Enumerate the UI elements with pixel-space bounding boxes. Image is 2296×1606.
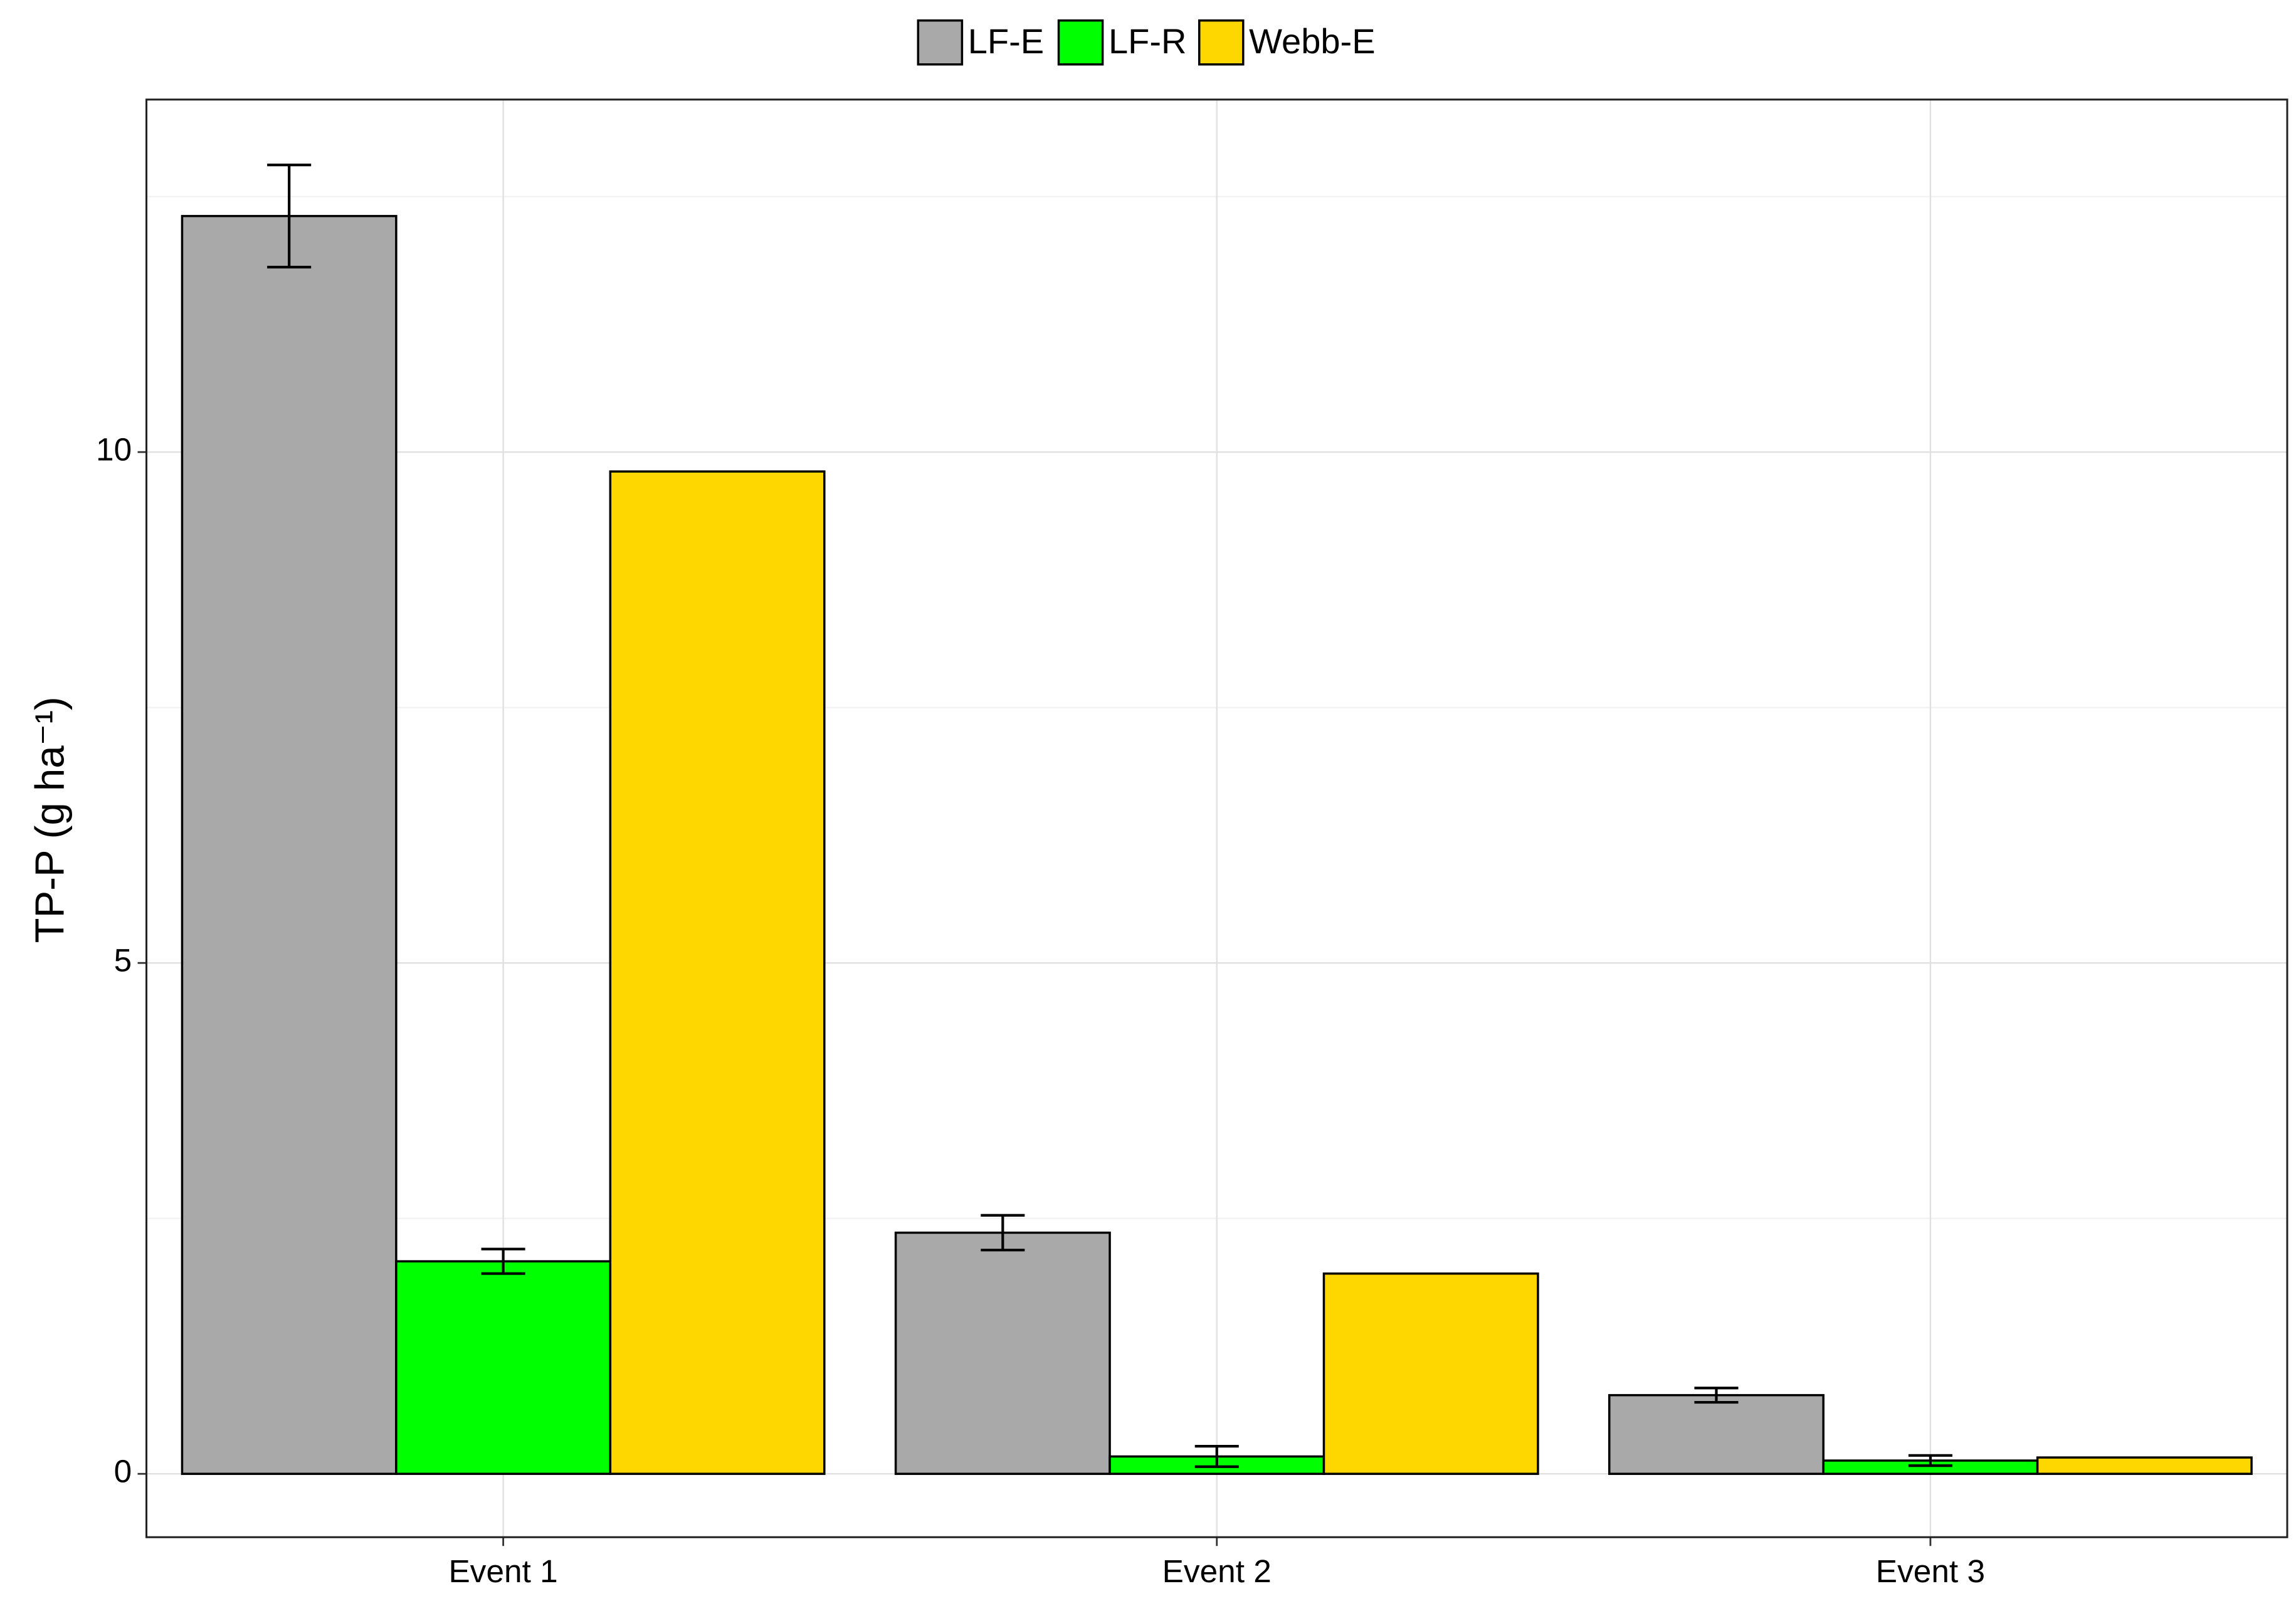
error-bar: [1194, 1445, 1239, 1468]
error-bar: [481, 1247, 525, 1275]
legend-swatch: [1198, 19, 1245, 66]
legend-label: LF-E: [968, 21, 1044, 61]
error-bar: [981, 1214, 1025, 1252]
error-bar: [1908, 1454, 1952, 1467]
bar: [2036, 1456, 2253, 1475]
error-bar: [1694, 1387, 1739, 1404]
bar: [894, 1231, 1111, 1475]
error-bar: [267, 164, 312, 269]
x-tick-label: Event 1: [449, 1553, 558, 1589]
y-tick-label: 0: [114, 1453, 132, 1489]
x-tick-label: Event 2: [1162, 1553, 1272, 1589]
legend-swatch: [917, 19, 964, 66]
y-tick-label: 10: [96, 431, 132, 468]
plot-border: [145, 98, 2288, 1538]
legend-label: LF-R: [1109, 21, 1187, 61]
y-tick-label: 5: [114, 942, 132, 979]
legend-label: Webb-E: [1249, 21, 1375, 61]
legend-swatch: [1057, 19, 1104, 66]
y-axis-title: TP-P (g ha⁻¹): [26, 696, 72, 943]
bar: [609, 470, 826, 1475]
x-tick-label: Event 3: [1876, 1553, 1985, 1589]
bar: [395, 1260, 612, 1475]
bar: [1608, 1393, 1825, 1475]
bar: [181, 214, 398, 1475]
bar: [1322, 1272, 1539, 1475]
